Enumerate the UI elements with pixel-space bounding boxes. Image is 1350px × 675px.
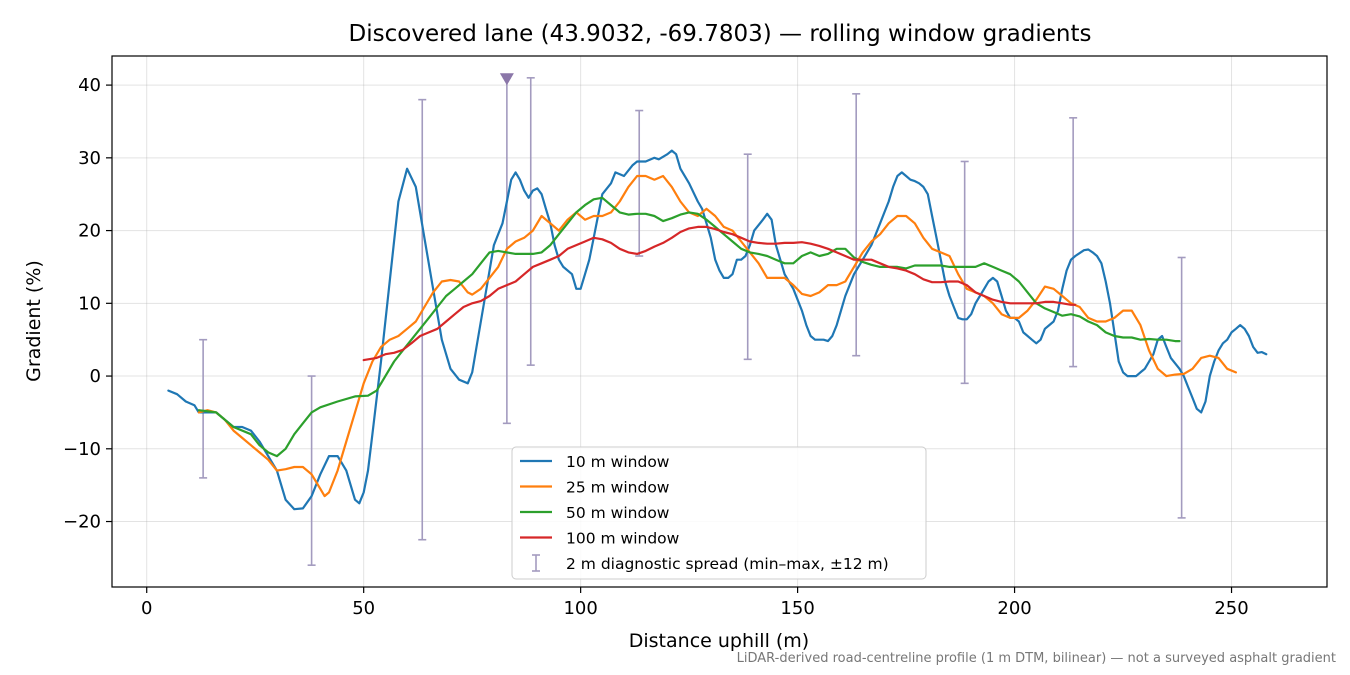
x-tick-label: 50 <box>352 598 375 619</box>
series-line <box>197 174 1237 498</box>
y-tick-label: 10 <box>78 293 101 314</box>
x-tick-label: 200 <box>997 598 1031 619</box>
diagnostic-errorbar <box>418 98 427 541</box>
legend-box <box>511 446 927 580</box>
x-axis-label: Distance uphill (m) <box>629 630 809 652</box>
diagnostic-errorbar <box>1069 117 1078 368</box>
chart-title: Discovered lane (43.9032, -69.7803) — ro… <box>349 21 1092 47</box>
legend-label: 2 m diagnostic spread (min–max, ±12 m) <box>566 555 889 573</box>
diagnostic-errorbar <box>199 338 208 479</box>
x-tick-label: 0 <box>141 598 152 619</box>
y-tick-label: −20 <box>63 512 101 533</box>
y-axis-label: Gradient (%) <box>23 260 45 382</box>
diagnostic-errorbar <box>635 109 644 257</box>
max-marker-icon <box>499 73 514 86</box>
diagnostic-errorbar <box>743 153 752 361</box>
series-line <box>362 225 1077 362</box>
series-line <box>167 149 1268 511</box>
x-tick-label: 150 <box>780 598 814 619</box>
legend: 10 m window 25 m window 50 m window 100 m w… <box>511 446 927 580</box>
y-tick-label: 20 <box>78 221 101 242</box>
legend-label: 50 m window <box>566 504 670 522</box>
plot-frame <box>111 55 1328 588</box>
x-tick-label: 250 <box>1214 598 1248 619</box>
legend-label: 25 m window <box>566 479 670 497</box>
diagnostic-spread-bars <box>199 73 1186 566</box>
diagnostic-errorbar <box>526 77 535 366</box>
grid-lines <box>112 56 1327 587</box>
y-tick-label: −10 <box>63 439 101 460</box>
series-lines <box>167 149 1268 511</box>
y-tick-label: 30 <box>78 148 101 169</box>
legend-label: 10 m window <box>566 453 670 471</box>
diagnostic-errorbar <box>1177 256 1186 519</box>
diagnostic-errorbar <box>307 375 316 566</box>
series-line <box>197 196 1181 458</box>
y-tick-label: 40 <box>78 75 101 96</box>
y-tick-label: 0 <box>90 366 101 387</box>
legend-label: 100 m window <box>566 530 680 548</box>
diagnostic-errorbar <box>960 160 969 385</box>
footnote: LiDAR-derived road-centreline profile (1… <box>736 651 1336 666</box>
x-tick-label: 100 <box>563 598 597 619</box>
axis-ticks: 0 50 100 150 200 250 −20 −10 0 10 20 30 40 <box>63 75 1249 619</box>
diagnostic-errorbar <box>852 93 861 357</box>
